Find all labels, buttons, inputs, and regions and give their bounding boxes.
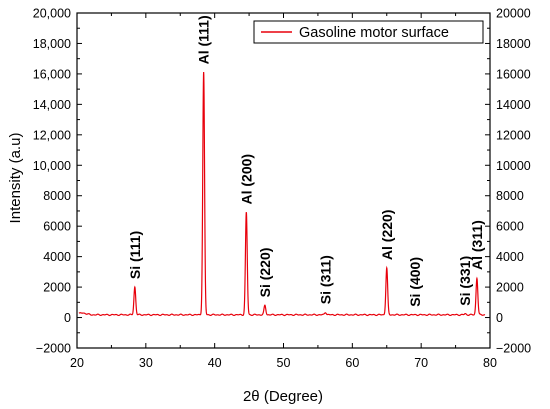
x-tick-label: 80 xyxy=(483,356,497,370)
y-tick-label-right: −2000 xyxy=(496,342,531,356)
x-axis-title: 2θ (Degree) xyxy=(243,388,323,405)
x-tick-label: 30 xyxy=(139,356,153,370)
x-tick-label: 60 xyxy=(345,356,359,370)
y-tick-label-left: 12,000 xyxy=(33,128,71,142)
x-tick-label: 70 xyxy=(414,356,428,370)
y-tick-label-right: 8000 xyxy=(496,189,524,203)
series-line-gasoline xyxy=(78,71,486,317)
series-layer xyxy=(78,71,486,317)
peak-label: Al (220) xyxy=(379,210,395,261)
peak-label: Si (311) xyxy=(318,255,334,304)
x-axis-ticks: 20 30 40 50 60 70 80 xyxy=(70,13,497,370)
x-tick-label: 40 xyxy=(208,356,222,370)
peak-label: Al (111) xyxy=(196,15,212,64)
peak-label: Si (400) xyxy=(407,257,423,307)
y-tick-label-left: 10,000 xyxy=(33,159,71,173)
y-tick-label-right: 12000 xyxy=(496,128,531,142)
x-tick-label: 20 xyxy=(70,356,84,370)
legend-label: Gasoline motor surface xyxy=(299,25,449,41)
peak-label: Al (200) xyxy=(238,154,254,205)
plot-border xyxy=(76,12,491,349)
y-tick-label-right: 14000 xyxy=(496,98,531,112)
peak-label: Si (331) xyxy=(457,256,473,306)
peak-label: Al (311) xyxy=(469,220,485,270)
y-tick-label-left: 2000 xyxy=(43,281,71,295)
y-tick-label-right: 6000 xyxy=(496,220,524,234)
legend: Gasoline motor surface xyxy=(253,20,484,44)
y-tick-label-left: 18,000 xyxy=(33,37,71,51)
y-tick-label-left: 14,000 xyxy=(33,98,71,112)
y-tick-label-left: 16,000 xyxy=(33,67,71,81)
y-tick-label-right: 10000 xyxy=(496,159,531,173)
plot-frame xyxy=(76,12,491,349)
y-tick-label-right: 16000 xyxy=(496,67,531,81)
peak-labels: Si (111) Al (111) Al (200) Si (220) Si (311)… xyxy=(127,15,485,306)
y-tick-label-right: 4000 xyxy=(496,250,524,264)
legend-box xyxy=(253,20,484,44)
x-tick-label: 50 xyxy=(277,356,291,370)
y-tick-label-left: 4000 xyxy=(43,250,71,264)
peak-label: Si (111) xyxy=(127,231,143,279)
y-tick-label-right: 20000 xyxy=(496,7,531,21)
y-tick-label-left: 6000 xyxy=(43,220,71,234)
y-tick-label-right: 0 xyxy=(496,311,503,325)
y-tick-label-right: 18000 xyxy=(496,37,531,51)
y-tick-label-left: 8000 xyxy=(43,189,71,203)
y-tick-label-left: 0 xyxy=(64,311,71,325)
y-tick-label-right: 2000 xyxy=(496,281,524,295)
y-axis-ticks: −2000 −2000 0 0 2000 2000 4000 4000 6000 6000 8000… xyxy=(33,7,531,356)
y-tick-label-left: 20,000 xyxy=(33,7,71,21)
y-tick-label-left: −2000 xyxy=(36,342,71,356)
peak-label: Si (220) xyxy=(257,248,273,298)
y-axis-title: Intensity (a.u) xyxy=(7,133,24,224)
